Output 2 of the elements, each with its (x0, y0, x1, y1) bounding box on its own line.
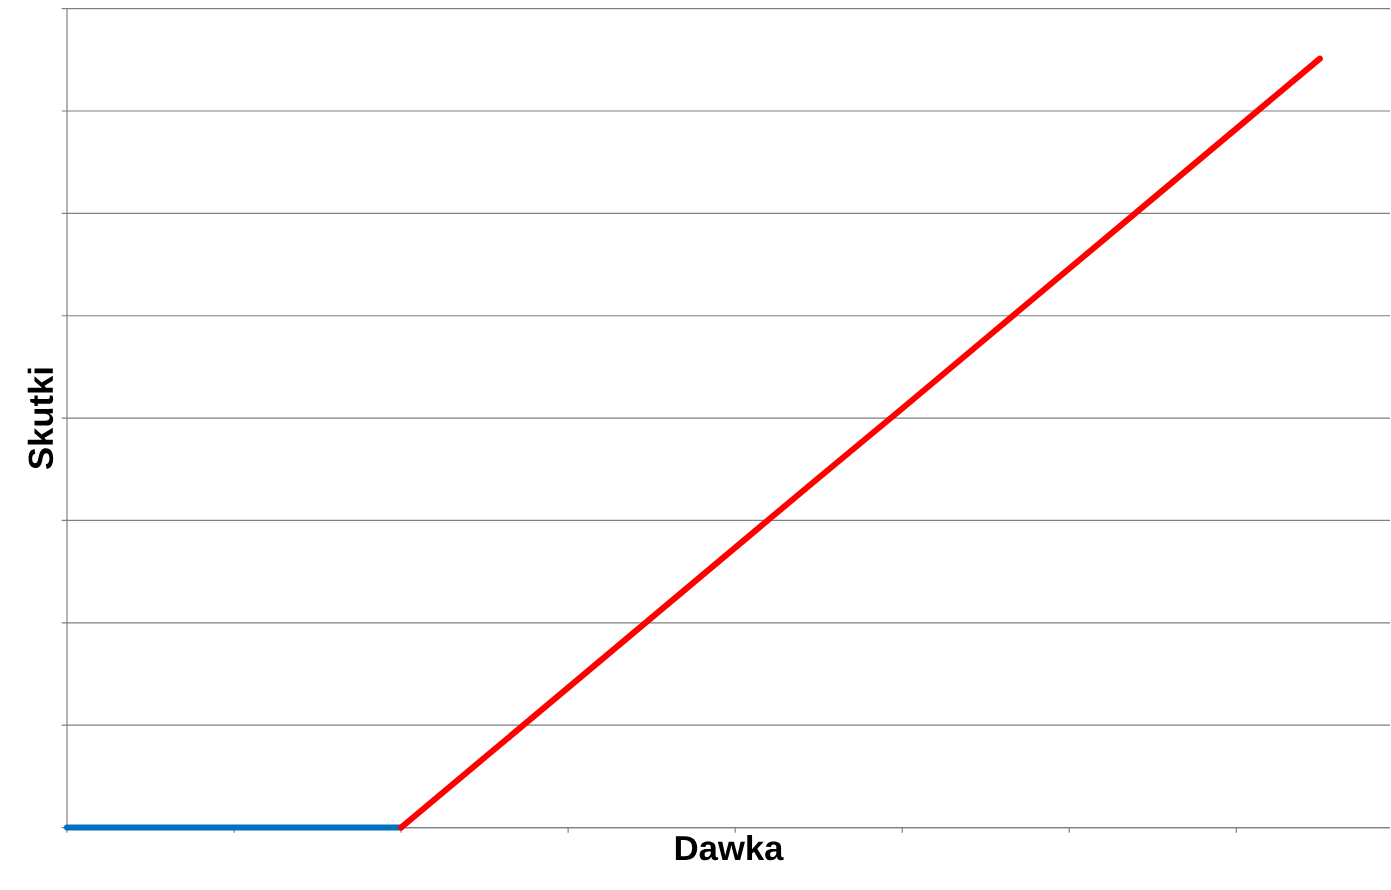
y-axis-title: Skutki (27, 368, 54, 470)
x-axis-title: Dawka (675, 835, 784, 861)
